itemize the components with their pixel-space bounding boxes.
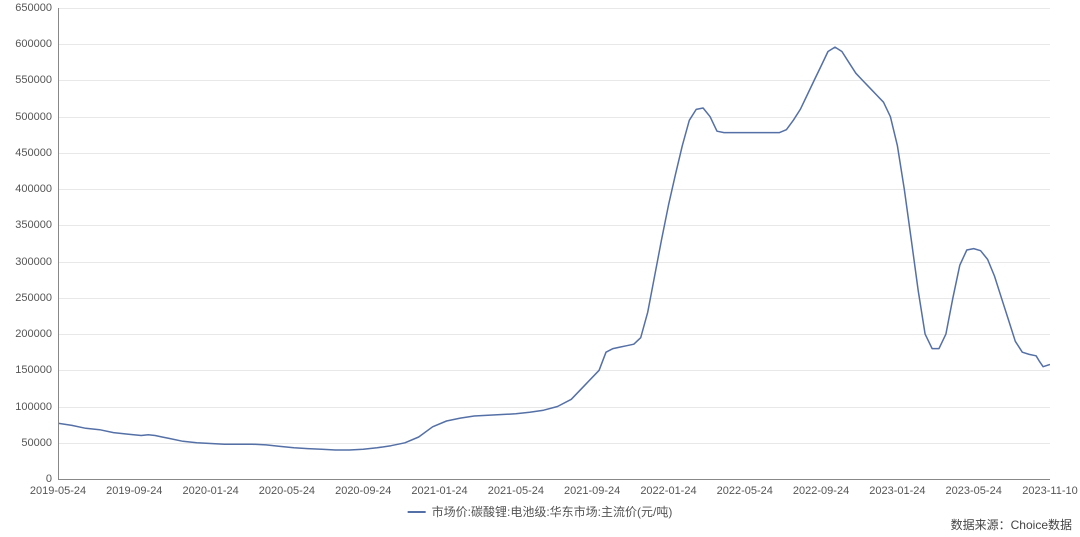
plot-area	[58, 8, 1050, 479]
x-tick-label: 2021-05-24	[488, 485, 544, 497]
chart-container: 0 50000 100000 150000 200000 250000 300000 3500…	[0, 0, 1080, 537]
legend-label: 市场价:碳酸锂:电池级:华东市场:主流价(元/吨)	[432, 503, 673, 520]
x-tick-label: 2023-11-10	[1022, 485, 1077, 497]
y-tick-label: 450000	[0, 147, 52, 159]
y-tick-label: 400000	[0, 183, 52, 195]
y-tick-label: 0	[0, 473, 52, 485]
y-tick-label: 350000	[0, 219, 52, 231]
y-tick-label: 600000	[0, 38, 52, 50]
x-tick-label: 2019-09-24	[106, 485, 162, 497]
y-tick-label: 250000	[0, 292, 52, 304]
x-tick-label: 2022-09-24	[793, 485, 849, 497]
price-line-path	[58, 47, 1050, 450]
y-tick-label: 50000	[0, 437, 52, 449]
x-tick-label: 2020-05-24	[259, 485, 315, 497]
x-tick-label: 2021-09-24	[564, 485, 620, 497]
x-tick-label: 2020-01-24	[182, 485, 238, 497]
x-tick-label: 2021-01-24	[411, 485, 467, 497]
data-source-label: 数据来源：Choice数据	[951, 516, 1072, 533]
y-tick-label: 550000	[0, 74, 52, 86]
x-tick-label: 2019-05-24	[30, 485, 86, 497]
y-tick-label: 150000	[0, 364, 52, 376]
x-axis	[58, 479, 1050, 480]
y-tick-label: 100000	[0, 401, 52, 413]
y-tick-label: 650000	[0, 2, 52, 14]
x-tick-label: 2020-09-24	[335, 485, 391, 497]
y-tick-label: 200000	[0, 328, 52, 340]
legend: 市场价:碳酸锂:电池级:华东市场:主流价(元/吨)	[408, 503, 673, 520]
legend-swatch	[408, 511, 426, 513]
x-tick-label: 2023-01-24	[869, 485, 925, 497]
y-tick-label: 300000	[0, 256, 52, 268]
x-tick-label: 2022-01-24	[640, 485, 696, 497]
x-tick-label: 2022-05-24	[717, 485, 773, 497]
price-line	[58, 8, 1050, 479]
x-tick-label: 2023-05-24	[946, 485, 1002, 497]
y-axis	[58, 8, 59, 479]
y-tick-label: 500000	[0, 111, 52, 123]
